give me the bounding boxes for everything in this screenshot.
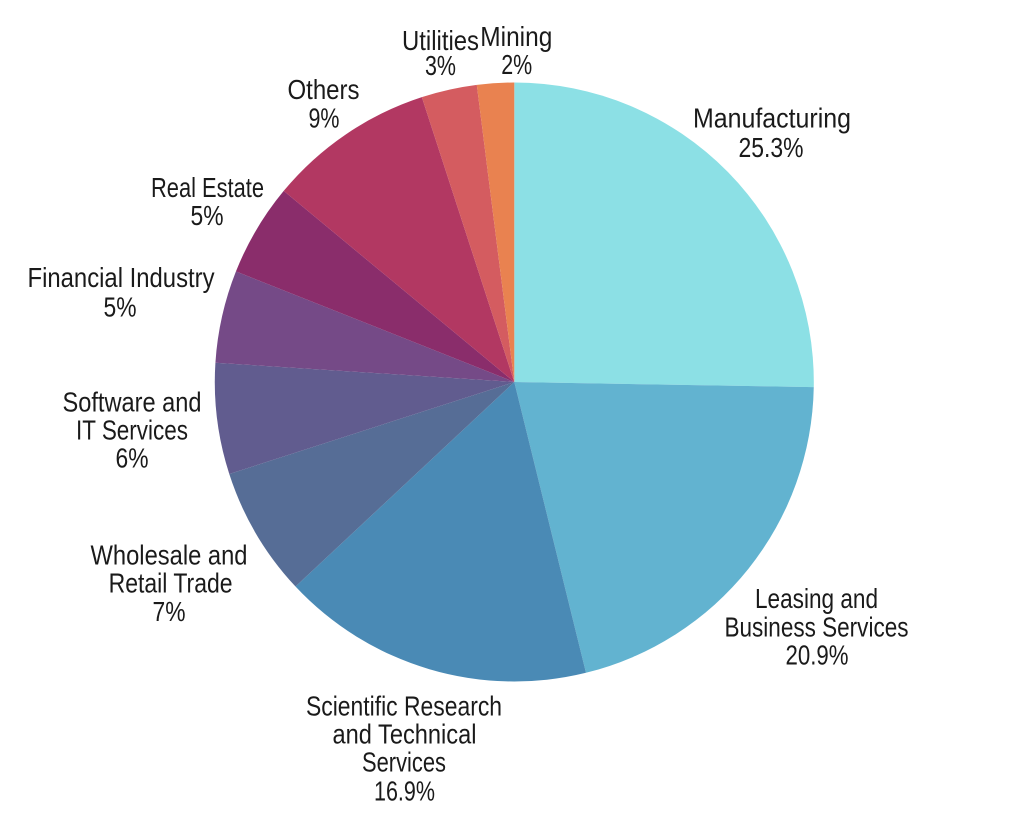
svg-text:IT Services: IT Services [76,415,188,446]
svg-text:Retail Trade: Retail Trade [109,568,233,599]
svg-text:Leasing and: Leasing and [755,583,878,614]
svg-text:20.9%: 20.9% [786,639,849,670]
svg-text:Others: Others [288,74,360,105]
svg-text:Mining: Mining [480,21,552,52]
svg-text:5%: 5% [104,292,137,323]
svg-text:5%: 5% [191,200,224,231]
svg-text:7%: 7% [153,596,186,627]
svg-text:16.9%: 16.9% [374,775,435,806]
svg-text:Wholesale and: Wholesale and [91,539,248,570]
svg-text:Utilities: Utilities [402,25,479,56]
svg-text:Scientific Research: Scientific Research [306,690,502,721]
svg-text:Financial Industry: Financial Industry [28,262,215,293]
svg-text:2%: 2% [501,49,532,80]
svg-text:Real Estate: Real Estate [151,172,264,203]
svg-text:and Technical: and Technical [333,719,477,750]
svg-text:Services: Services [362,747,446,778]
svg-text:Manufacturing: Manufacturing [693,102,851,133]
svg-text:9%: 9% [309,102,340,133]
svg-text:Business Services: Business Services [725,611,909,642]
svg-text:25.3%: 25.3% [739,132,804,163]
svg-text:6%: 6% [116,442,149,473]
svg-text:Software and: Software and [63,386,202,417]
svg-text:3%: 3% [425,50,456,81]
